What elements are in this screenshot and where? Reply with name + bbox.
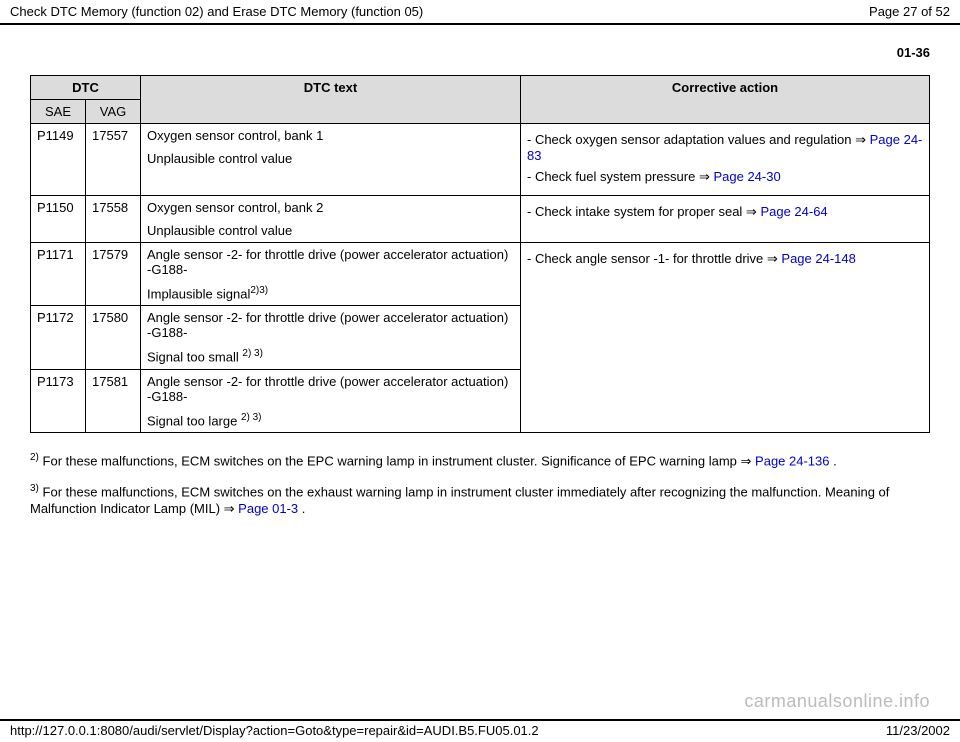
cell-vag: 17579 xyxy=(86,243,141,306)
cell-vag: 17557 xyxy=(86,124,141,196)
arrow-icon: ⇒ xyxy=(855,132,870,147)
cell-dtc-text: Angle sensor -2- for throttle drive (pow… xyxy=(141,306,521,369)
footnote-3-pre: For these malfunctions, ECM switches on … xyxy=(30,485,889,517)
th-dtc: DTC xyxy=(31,76,141,100)
footer-divider xyxy=(0,719,960,721)
page-link[interactable]: Page 24-30 xyxy=(713,169,780,184)
cell-vag: 17580 xyxy=(86,306,141,369)
cell-sae: P1149 xyxy=(31,124,86,196)
cell-dtc-text: Angle sensor -2- for throttle drive (pow… xyxy=(141,369,521,432)
footnote-2: 2) For these malfunctions, ECM switches … xyxy=(30,451,930,470)
cell-sae: P1172 xyxy=(31,306,86,369)
footnotes-section: 2) For these malfunctions, ECM switches … xyxy=(30,451,930,518)
cell-corrective-action: - Check oxygen sensor adaptation values … xyxy=(521,124,930,196)
arrow-icon: ⇒ xyxy=(224,501,235,516)
table-row: P117117579Angle sensor -2- for throttle … xyxy=(31,243,930,306)
arrow-icon: ⇒ xyxy=(699,169,714,184)
dtc-table: DTC DTC text Corrective action SAE VAG P… xyxy=(30,75,930,433)
footnote-2-post: . xyxy=(830,453,837,468)
footnote-3-link[interactable]: Page 01-3 xyxy=(238,501,298,516)
th-corrective: Corrective action xyxy=(521,76,930,124)
footnote-2-link[interactable]: Page 24-136 xyxy=(755,453,829,468)
page-code: 01-36 xyxy=(30,45,930,60)
corrective-action-item: - Check fuel system pressure ⇒ Page 24-3… xyxy=(527,169,923,185)
dtc-table-body: P114917557Oxygen sensor control, bank 1U… xyxy=(31,124,930,433)
corrective-action-item: - Check oxygen sensor adaptation values … xyxy=(527,132,923,163)
footer-date: 11/23/2002 xyxy=(886,723,950,738)
cell-sae: P1150 xyxy=(31,196,86,243)
table-row: P115017558Oxygen sensor control, bank 2U… xyxy=(31,196,930,243)
th-dtc-text: DTC text xyxy=(141,76,521,124)
cell-sae: P1171 xyxy=(31,243,86,306)
page-footer: http://127.0.0.1:8080/audi/servlet/Displ… xyxy=(0,719,960,738)
table-header-row-1: DTC DTC text Corrective action xyxy=(31,76,930,100)
cell-corrective-action: - Check intake system for proper seal ⇒ … xyxy=(521,196,930,243)
th-sae: SAE xyxy=(31,100,86,124)
page-link[interactable]: Page 24-64 xyxy=(760,204,827,219)
footnote-3-post: . xyxy=(298,501,305,516)
page-content: 01-36 DTC DTC text Corrective action SAE… xyxy=(0,25,960,518)
th-vag: VAG xyxy=(86,100,141,124)
page-link[interactable]: Page 24-148 xyxy=(781,251,855,266)
corrective-action-item: - Check angle sensor -1- for throttle dr… xyxy=(527,251,923,267)
header-page-indicator: Page 27 of 52 xyxy=(869,4,950,19)
cell-dtc-text: Oxygen sensor control, bank 1Unplausible… xyxy=(141,124,521,196)
footnote-2-marker: 2) xyxy=(30,452,39,463)
arrow-icon: ⇒ xyxy=(741,453,752,468)
table-row: P114917557Oxygen sensor control, bank 1U… xyxy=(31,124,930,196)
watermark: carmanualsonline.info xyxy=(744,691,930,712)
footnote-3: 3) For these malfunctions, ECM switches … xyxy=(30,482,930,518)
corrective-action-item: - Check intake system for proper seal ⇒ … xyxy=(527,204,923,220)
footnote-2-pre: For these malfunctions, ECM switches on … xyxy=(43,453,741,468)
arrow-icon: ⇒ xyxy=(767,251,782,266)
header-title: Check DTC Memory (function 02) and Erase… xyxy=(10,4,423,19)
page-header: Check DTC Memory (function 02) and Erase… xyxy=(0,0,960,21)
cell-dtc-text: Angle sensor -2- for throttle drive (pow… xyxy=(141,243,521,306)
footer-url: http://127.0.0.1:8080/audi/servlet/Displ… xyxy=(10,723,539,738)
cell-corrective-action: - Check angle sensor -1- for throttle dr… xyxy=(521,243,930,433)
arrow-icon: ⇒ xyxy=(746,204,761,219)
footnote-3-marker: 3) xyxy=(30,483,39,494)
cell-dtc-text: Oxygen sensor control, bank 2Unplausible… xyxy=(141,196,521,243)
cell-vag: 17581 xyxy=(86,369,141,432)
cell-sae: P1173 xyxy=(31,369,86,432)
cell-vag: 17558 xyxy=(86,196,141,243)
